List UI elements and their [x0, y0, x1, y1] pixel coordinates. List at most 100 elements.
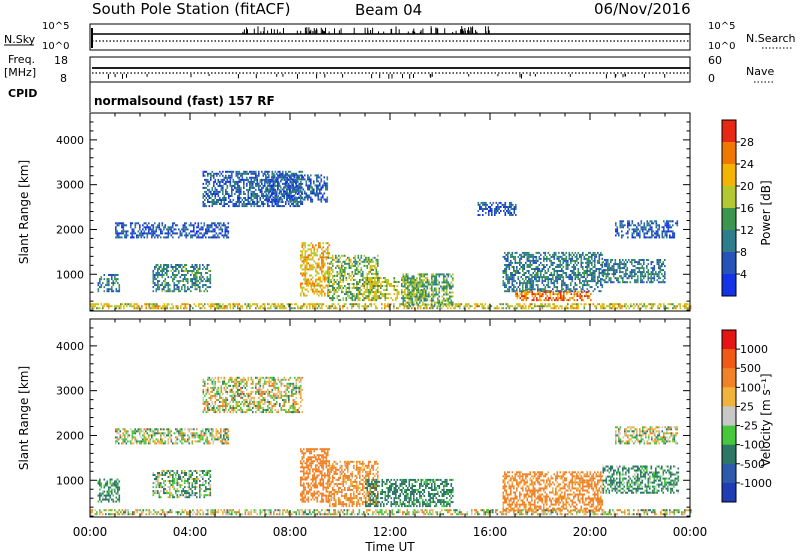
- data-cell: [631, 236, 634, 239]
- data-cell: [657, 224, 659, 227]
- data-cell: [256, 201, 259, 203]
- data-cell: [316, 250, 319, 253]
- data-cell: [200, 278, 203, 281]
- data-cell: [300, 282, 302, 285]
- data-cell: [393, 287, 396, 289]
- data-cell: [592, 272, 595, 274]
- data-cell: [585, 291, 588, 294]
- data-cell: [549, 291, 552, 294]
- data-cell: [252, 195, 254, 197]
- data-cell: [428, 281, 430, 284]
- data-cell: [271, 188, 274, 191]
- data-cell: [277, 174, 279, 177]
- data-cell: [316, 303, 319, 306]
- data-cell: [533, 297, 535, 300]
- data-cell: [182, 226, 185, 229]
- data-cell: [529, 264, 532, 266]
- data-cell: [274, 200, 276, 203]
- data-cell: [322, 276, 325, 279]
- data-cell: [210, 190, 212, 193]
- data-cell: [336, 272, 339, 275]
- data-cell: [160, 307, 163, 310]
- data-cell: [356, 285, 358, 287]
- data-cell: [313, 292, 316, 295]
- data-cell: [372, 297, 375, 300]
- data-cell: [423, 273, 426, 276]
- data-cell: [156, 307, 158, 310]
- data-cell: [610, 261, 612, 264]
- data-cell: [484, 303, 487, 306]
- data-cell: [301, 246, 304, 249]
- data-cell: [303, 272, 305, 275]
- data-cell: [316, 278, 319, 281]
- data-cell: [436, 305, 439, 308]
- data-cell: [301, 178, 303, 181]
- data-cell: [295, 184, 298, 187]
- data-cell: [336, 287, 339, 289]
- data-cell: [241, 307, 244, 310]
- data-cell: [545, 299, 547, 302]
- data-cell: [573, 286, 575, 289]
- data-cell: [539, 291, 541, 294]
- data-cell: [310, 180, 312, 183]
- data-cell: [321, 292, 323, 295]
- data-cell: [357, 281, 360, 283]
- data-cell: [234, 193, 236, 195]
- data-cell: [627, 222, 629, 225]
- data-cell: [220, 199, 223, 201]
- data-cell: [595, 305, 598, 308]
- data-cell: [116, 230, 119, 233]
- data-cell: [546, 295, 549, 298]
- data-cell: [378, 295, 381, 298]
- data-cell: [511, 261, 514, 264]
- data-cell: [269, 190, 272, 193]
- data-cell: [225, 197, 227, 199]
- data-cell: [145, 305, 148, 308]
- data-cell: [321, 268, 323, 271]
- data-cell: [615, 222, 617, 225]
- data-cell: [321, 284, 323, 287]
- data-cell: [287, 178, 290, 181]
- data-cell: [299, 184, 302, 187]
- data-cell: [621, 222, 623, 225]
- data-cell: [286, 186, 289, 189]
- data-cell: [310, 278, 313, 281]
- freq-label-line1: Freq.: [8, 53, 35, 66]
- data-cell: [525, 278, 527, 281]
- data-cell: [601, 266, 604, 268]
- data-cell: [199, 228, 201, 231]
- data-cell: [247, 197, 250, 199]
- data-cell: [295, 174, 297, 177]
- data-cell: [336, 279, 339, 281]
- data-cell: [170, 226, 173, 229]
- data-cell: [246, 203, 248, 205]
- data-cell: [426, 299, 429, 302]
- nsky-tick-top: 10^5: [42, 21, 69, 32]
- data-cell: [641, 265, 644, 268]
- data-cell: [538, 288, 541, 291]
- data-cell: [608, 273, 611, 276]
- data-cell: [561, 305, 563, 308]
- data-cell: [368, 281, 370, 283]
- data-cell: [268, 200, 270, 203]
- data-cell: [306, 284, 308, 287]
- data-cell: [164, 286, 167, 289]
- data-cell: [205, 180, 208, 183]
- data-cell: [333, 293, 336, 296]
- data-cell: [301, 174, 303, 177]
- data-cell: [211, 226, 213, 229]
- data-cell: [591, 253, 593, 256]
- data-cell: [208, 201, 211, 203]
- data-cell: [363, 254, 366, 257]
- data-cell: [650, 263, 653, 266]
- data-cell: [601, 257, 604, 260]
- data-cell: [507, 305, 509, 308]
- data-cell: [446, 283, 448, 286]
- data-cell: [300, 258, 302, 261]
- data-cell: [381, 295, 384, 298]
- data-cell: [443, 285, 445, 288]
- data-cell: [362, 277, 364, 279]
- data-cell: [336, 258, 339, 261]
- data-cell: [543, 266, 545, 268]
- data-cell: [487, 305, 490, 308]
